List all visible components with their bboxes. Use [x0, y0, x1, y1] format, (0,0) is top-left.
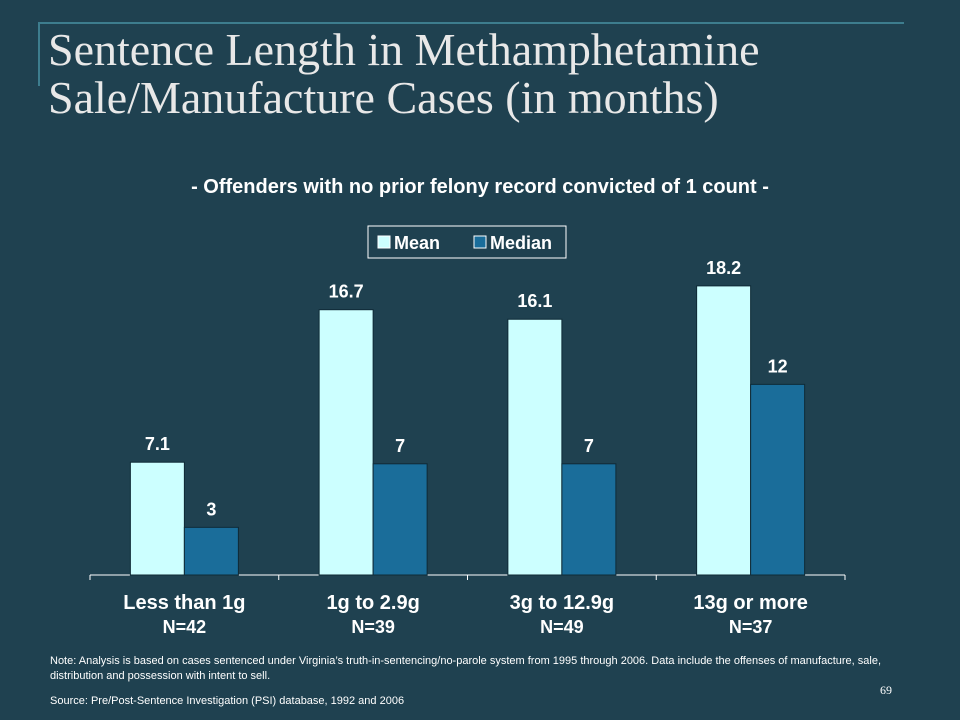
legend-swatch-mean [377, 235, 391, 249]
bar-mean [129, 461, 185, 576]
data-label-median: 7 [395, 436, 405, 456]
bar-mean [318, 309, 374, 576]
category-count-label: N=39 [351, 617, 395, 637]
data-label-mean: 16.1 [517, 291, 552, 311]
category-count-label: N=49 [540, 617, 584, 637]
x-tick-label: 3g to 12.9g [510, 592, 614, 614]
bar-mean [507, 318, 563, 576]
footnote: Note: Analysis is based on cases sentenc… [50, 655, 881, 682]
category-count-label: N=37 [729, 617, 773, 637]
data-label-median: 12 [768, 356, 788, 376]
legend-label-median: Median [490, 233, 552, 253]
bar-median [750, 383, 806, 576]
chart-subtitle: - Offenders with no prior felony record … [191, 176, 769, 198]
data-label-median: 3 [206, 499, 216, 519]
slide-title: Sentence Length in Methamphetamine Sale/… [48, 24, 760, 123]
x-tick-label: 13g or more [693, 592, 807, 614]
data-label-mean: 18.2 [706, 258, 741, 278]
bar-median [183, 526, 239, 576]
legend-box [367, 225, 567, 259]
x-tick-label: 1g to 2.9g [326, 592, 419, 614]
x-tick-label: Less than 1g [123, 592, 245, 614]
page-number: 69 [880, 683, 892, 697]
title-left-rule [38, 22, 40, 86]
bar-mean [696, 285, 752, 576]
data-label-mean: 7.1 [145, 434, 170, 454]
bar-median [561, 463, 617, 576]
legend-label-mean: Mean [394, 233, 440, 253]
data-label-median: 7 [584, 436, 594, 456]
legend-swatch-median [473, 235, 487, 249]
category-count-label: N=42 [163, 617, 207, 637]
source-note: Source: Pre/Post-Sentence Investigation … [50, 695, 405, 707]
title-top-rule [38, 22, 904, 24]
data-label-mean: 16.7 [329, 282, 364, 302]
bar-median [372, 463, 428, 576]
